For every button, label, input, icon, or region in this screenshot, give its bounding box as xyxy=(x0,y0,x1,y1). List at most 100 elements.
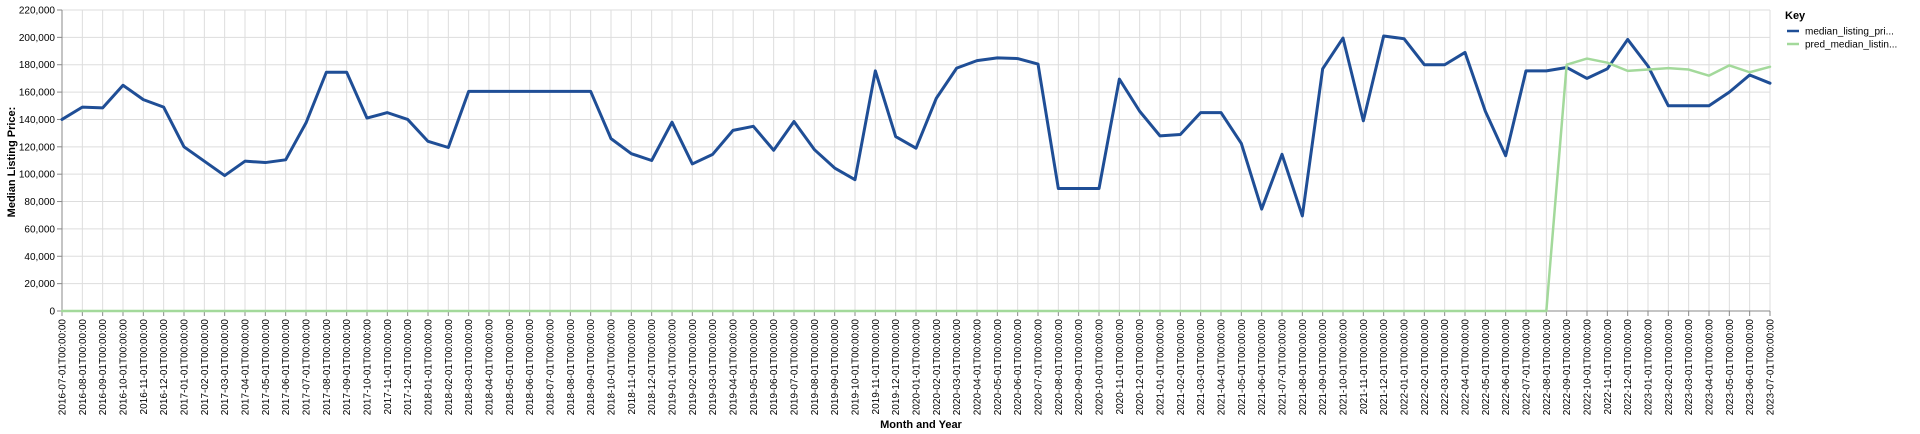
y-tick-label: 60,000 xyxy=(24,224,55,235)
x-tick-label: 2018-12-01T00:00:00 xyxy=(647,319,658,416)
x-tick-label: 2022-08-01T00:00:00 xyxy=(1542,319,1553,416)
y-tick-label: 0 xyxy=(49,307,55,318)
x-tick-label: 2020-03-01T00:00:00 xyxy=(952,319,963,416)
x-tick-label: 2022-07-01T00:00:00 xyxy=(1522,319,1533,416)
x-tick-label: 2022-09-01T00:00:00 xyxy=(1562,319,1573,416)
x-tick-label: 2021-08-01T00:00:00 xyxy=(1298,319,1309,416)
legend-title: Key xyxy=(1785,10,1806,22)
x-tick-label: 2021-10-01T00:00:00 xyxy=(1339,319,1350,416)
x-tick-label: 2020-10-01T00:00:00 xyxy=(1095,319,1106,416)
x-tick-label: 2020-02-01T00:00:00 xyxy=(932,319,943,416)
x-tick-label: 2016-07-01T00:00:00 xyxy=(58,319,69,416)
x-tick-label: 2018-04-01T00:00:00 xyxy=(485,319,496,416)
y-tick-label: 200,000 xyxy=(19,33,56,44)
x-tick-label: 2016-08-01T00:00:00 xyxy=(78,319,89,416)
x-tick-label: 2020-09-01T00:00:00 xyxy=(1074,319,1085,416)
x-tick-label: 2019-08-01T00:00:00 xyxy=(810,319,821,416)
x-tick-label: 2020-01-01T00:00:00 xyxy=(912,319,923,416)
x-tick-label: 2018-01-01T00:00:00 xyxy=(424,319,435,416)
x-tick-label: 2016-09-01T00:00:00 xyxy=(98,319,109,416)
x-tick-label: 2020-12-01T00:00:00 xyxy=(1135,319,1146,416)
x-tick-label: 2017-05-01T00:00:00 xyxy=(261,319,272,416)
x-tick-label: 2021-06-01T00:00:00 xyxy=(1257,319,1268,416)
y-tick-label: 180,000 xyxy=(19,60,56,71)
x-tick-label: 2020-11-01T00:00:00 xyxy=(1115,319,1126,415)
y-tick-label: 100,000 xyxy=(19,170,56,181)
gridlines xyxy=(61,9,1771,312)
x-tick-label: 2017-06-01T00:00:00 xyxy=(281,319,292,416)
x-tick-label: 2017-03-01T00:00:00 xyxy=(220,319,231,416)
x-tick-label: 2017-11-01T00:00:00 xyxy=(383,319,394,415)
x-tick-label: 2020-04-01T00:00:00 xyxy=(973,319,984,416)
x-tick-label: 2022-05-01T00:00:00 xyxy=(1481,319,1492,416)
legend-label: median_listing_pri... xyxy=(1805,27,1894,38)
x-axis-title: Month and Year xyxy=(880,419,962,431)
x-tick-label: 2017-08-01T00:00:00 xyxy=(322,319,333,416)
x-tick-label: 2018-05-01T00:00:00 xyxy=(505,319,516,416)
y-tick-label: 40,000 xyxy=(24,252,55,263)
y-tick-label: 80,000 xyxy=(24,197,55,208)
x-tick-label: 2021-03-01T00:00:00 xyxy=(1196,319,1207,416)
legend-items: median_listing_pri... pred_median_listin.… xyxy=(1787,27,1897,51)
x-tick-label: 2022-03-01T00:00:00 xyxy=(1440,319,1451,416)
y-axis: 0 20,000 40,000 60,000 80,000 100,000 120,000 1… xyxy=(19,6,63,318)
legend: Key median_listing_pri... pred_median_lis… xyxy=(1785,10,1897,51)
x-tick-label: 2018-10-01T00:00:00 xyxy=(607,319,618,416)
y-tick-label: 120,000 xyxy=(19,142,56,153)
x-tick-label: 2017-09-01T00:00:00 xyxy=(342,319,353,416)
x-tick-label: 2019-07-01T00:00:00 xyxy=(790,319,801,416)
x-tick-label: 2023-06-01T00:00:00 xyxy=(1745,319,1756,416)
x-tick-label: 2021-11-01T00:00:00 xyxy=(1359,319,1370,415)
x-tick-label: 2016-11-01T00:00:00 xyxy=(139,319,150,415)
x-tick-label: 2018-08-01T00:00:00 xyxy=(566,319,577,416)
x-tick-label: 2022-02-01T00:00:00 xyxy=(1420,319,1431,416)
x-tick-label: 2023-03-01T00:00:00 xyxy=(1684,319,1695,416)
x-tick-label: 2021-04-01T00:00:00 xyxy=(1217,319,1228,416)
legend-label: pred_median_listin... xyxy=(1805,40,1897,51)
x-tick-label: 2022-10-01T00:00:00 xyxy=(1583,319,1594,416)
x-tick-label: 2017-10-01T00:00:00 xyxy=(363,319,374,416)
x-tick-label: 2023-07-01T00:00:00 xyxy=(1766,319,1777,416)
x-tick-label: 2019-11-01T00:00:00 xyxy=(871,319,882,415)
x-tick-label: 2020-08-01T00:00:00 xyxy=(1054,319,1065,416)
x-tick-label: 2021-01-01T00:00:00 xyxy=(1156,319,1167,416)
x-tick-label: 2017-02-01T00:00:00 xyxy=(200,319,211,416)
x-tick-label: 2016-12-01T00:00:00 xyxy=(159,319,170,416)
x-tick-label: 2021-02-01T00:00:00 xyxy=(1176,319,1187,416)
x-tick-label: 2018-03-01T00:00:00 xyxy=(464,319,475,416)
x-tick-label: 2019-06-01T00:00:00 xyxy=(769,319,780,416)
y-axis-title: Median Listing Price: xyxy=(6,107,18,218)
x-tick-label: 2017-12-01T00:00:00 xyxy=(403,319,414,416)
x-tick-label: 2018-06-01T00:00:00 xyxy=(525,319,536,416)
x-tick-label: 2020-05-01T00:00:00 xyxy=(993,319,1004,416)
series-lines xyxy=(60,34,1772,313)
y-tick-label: 160,000 xyxy=(19,88,56,99)
x-tick-label: 2018-11-01T00:00:00 xyxy=(627,319,638,415)
x-tick-label: 2019-04-01T00:00:00 xyxy=(729,319,740,416)
x-tick-label: 2022-04-01T00:00:00 xyxy=(1461,319,1472,416)
series-line-pred-median xyxy=(60,57,1772,313)
y-tick-label: 20,000 xyxy=(24,279,55,290)
x-tick-label: 2022-06-01T00:00:00 xyxy=(1501,319,1512,416)
x-tick-label: 2017-04-01T00:00:00 xyxy=(241,319,252,416)
x-tick-label: 2021-05-01T00:00:00 xyxy=(1237,319,1248,416)
x-tick-label: 2021-07-01T00:00:00 xyxy=(1278,319,1289,416)
x-tick-label: 2020-06-01T00:00:00 xyxy=(1013,319,1024,416)
y-tick-label: 140,000 xyxy=(19,115,56,126)
x-tick-label: 2019-02-01T00:00:00 xyxy=(688,319,699,416)
x-tick-label: 2023-01-01T00:00:00 xyxy=(1644,319,1655,416)
x-tick-label: 2021-09-01T00:00:00 xyxy=(1318,319,1329,416)
x-tick-label: 2019-12-01T00:00:00 xyxy=(891,319,902,416)
x-tick-label: 2023-02-01T00:00:00 xyxy=(1664,319,1675,416)
x-tick-label: 2019-01-01T00:00:00 xyxy=(668,319,679,416)
x-tick-label: 2023-05-01T00:00:00 xyxy=(1725,319,1736,416)
x-tick-label: 2022-11-01T00:00:00 xyxy=(1603,319,1614,415)
x-tick-label: 2019-10-01T00:00:00 xyxy=(851,319,862,416)
x-tick-label: 2023-04-01T00:00:00 xyxy=(1705,319,1716,416)
x-tick-label: 2018-02-01T00:00:00 xyxy=(444,319,455,416)
y-tick-label: 220,000 xyxy=(19,6,56,17)
series-line-median xyxy=(60,34,1772,218)
x-tick-label: 2019-05-01T00:00:00 xyxy=(749,319,760,416)
x-tick-label: 2018-09-01T00:00:00 xyxy=(586,319,597,416)
